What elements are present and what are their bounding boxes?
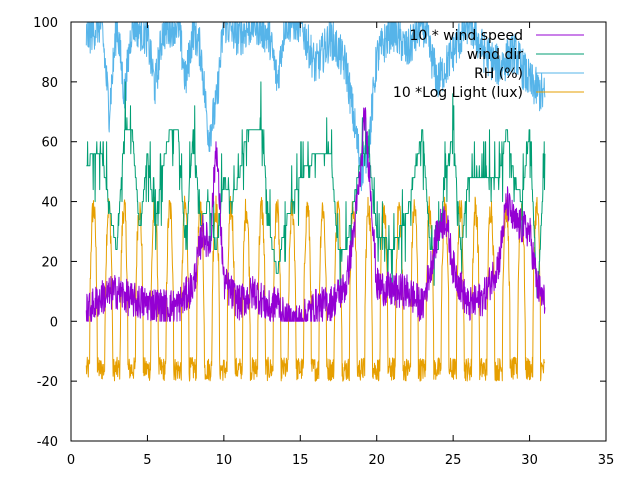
y-tick-label: -20 (37, 375, 58, 390)
y-tick-label: 20 (41, 255, 58, 270)
series-line-2 (85, 22, 546, 192)
x-tick-label: 15 (292, 453, 309, 468)
y-tick-label: 40 (41, 196, 58, 211)
x-tick-label: 5 (143, 453, 151, 468)
x-tick-label: 0 (67, 453, 75, 468)
series-line-3 (85, 195, 546, 382)
y-tick-label: 100 (33, 16, 58, 31)
series-layer (85, 22, 546, 382)
ticks-layer: 0 5 10 15 20 25 30 35 -40 -20 0 20 40 60 80 100 (33, 16, 614, 468)
series-line-1 (86, 81, 546, 298)
legend: 10 * wind speed wind dir RH (%) 10 *Log Lig… (393, 28, 584, 101)
x-tick-label: 30 (521, 453, 538, 468)
series-line-0 (85, 107, 546, 322)
x-tick-label: 10 (216, 453, 233, 468)
plot-frame (70, 21, 607, 442)
y-tick-label: 0 (50, 315, 58, 330)
legend-label-0: 10 * wind speed (409, 28, 523, 44)
x-tick-label: 25 (445, 453, 462, 468)
legend-label-2: RH (%) (474, 66, 523, 82)
x-tick-label: 35 (598, 453, 615, 468)
y-tick-label: 60 (41, 136, 58, 151)
x-tick-label: 20 (368, 453, 385, 468)
y-tick-label: -40 (37, 435, 58, 450)
legend-label-1: wind dir (467, 47, 523, 63)
y-tick-label: 80 (41, 76, 58, 91)
legend-label-3: 10 *Log Light (lux) (393, 85, 523, 101)
